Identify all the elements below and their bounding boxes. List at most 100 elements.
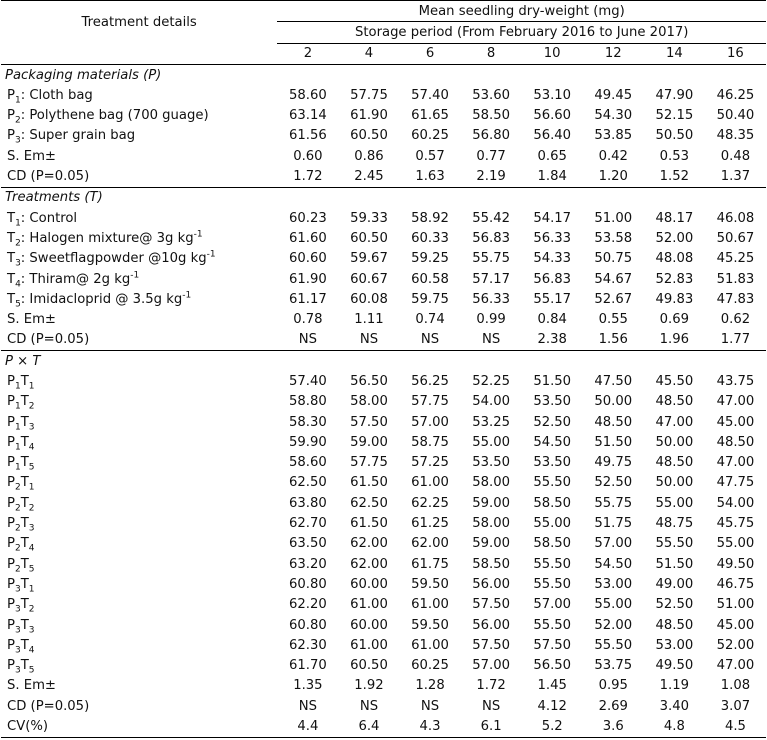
value-cell: 2.38 xyxy=(521,329,583,352)
value-cell: 54.17 xyxy=(533,210,572,226)
value-cell: 58.60 xyxy=(289,87,327,103)
value-cell: 57.40 xyxy=(289,373,327,389)
table-row: T4: Thiram@ 2g kg-1 61.90 60.67 60.58 57.17 5… xyxy=(1,269,766,289)
value-cell: NS xyxy=(420,698,440,714)
value-cell: 56.50 xyxy=(350,373,388,389)
value-cell: 61.70 xyxy=(289,658,327,674)
value-cell: 53.50 xyxy=(472,455,510,471)
treatment-details-header: Treatment details xyxy=(1,0,278,44)
value-cell: 45.50 xyxy=(655,373,694,389)
value-cell: 0.99 xyxy=(476,312,506,328)
value-cell: 52.83 xyxy=(655,271,694,287)
row-label: P1T4 xyxy=(1,432,277,452)
value-cell: 1.35 xyxy=(293,678,323,694)
label-p: P xyxy=(7,495,15,511)
label-p: P xyxy=(7,373,15,389)
value-cell: 49.50 xyxy=(655,658,694,674)
table-row: P1T4 59.90 59.00 58.75 55.00 54.50 51.50 50.00 4… xyxy=(1,432,766,452)
value-cell: 60.00 xyxy=(350,576,388,592)
value-cell: 61.00 xyxy=(411,597,449,613)
value-cell: 54.33 xyxy=(533,251,572,267)
label-sup: -1 xyxy=(130,270,140,281)
label-p-sub: 2 xyxy=(14,483,21,494)
row-label: P1T2 xyxy=(1,392,277,412)
value-cell: 60.50 xyxy=(350,128,388,144)
value-cell: 46.25 xyxy=(716,87,755,103)
label-t: T xyxy=(20,576,29,592)
value-cell: 57.50 xyxy=(533,637,572,653)
value-cell: 48.35 xyxy=(716,128,755,144)
label-text: : Cloth bag xyxy=(20,87,93,103)
value-cell: 62.50 xyxy=(350,495,388,511)
value-cell: 59.50 xyxy=(411,576,449,592)
value-cell: 54.50 xyxy=(533,434,572,450)
value-cell: 56.40 xyxy=(533,128,572,144)
value-cell: 2.45 xyxy=(338,166,400,188)
table-row: P1T1 57.40 56.50 56.25 52.25 51.50 47.50 45.50 4… xyxy=(1,371,766,391)
table-row: P2T4 63.50 62.00 62.00 59.00 58.50 57.00 55.50 5… xyxy=(1,534,766,554)
value-cell: 5.2 xyxy=(521,716,583,738)
value-cell: 50.00 xyxy=(594,394,633,410)
group-title: Mean seedling dry-weight (mg) xyxy=(277,0,766,23)
value-cell: 0.78 xyxy=(293,312,323,328)
value-cell: 1.72 xyxy=(277,166,339,188)
value-cell: NS xyxy=(338,329,400,352)
value-cell: 55.50 xyxy=(533,576,572,592)
value-cell: 0.69 xyxy=(659,312,690,328)
value-cell: 53.58 xyxy=(594,230,633,246)
value-cell: NS xyxy=(298,698,317,714)
value-cell: 3.6 xyxy=(582,716,644,738)
table-row: S. Em± 0.78 1.11 0.74 0.99 0.84 0.55 0.69 0.62 xyxy=(1,309,766,329)
value-cell: 50.40 xyxy=(716,108,755,124)
row-label: P3T2 xyxy=(1,595,277,615)
label-text: : Imidacloprid @ 3.5g kg xyxy=(20,291,183,307)
label-pre: T xyxy=(7,271,16,287)
section-row: P × T xyxy=(1,351,766,372)
value-cell: 1.96 xyxy=(643,329,705,352)
value-cell: 62.30 xyxy=(289,637,327,653)
value-cell: 59.00 xyxy=(472,536,510,552)
value-cell: 60.08 xyxy=(350,291,388,307)
row-label: CD (P=0.05) xyxy=(1,166,278,188)
value-cell: 52.00 xyxy=(655,230,694,246)
value-cell: 1.19 xyxy=(659,678,690,694)
label-t-sub: 5 xyxy=(28,462,35,473)
value-cell: 61.00 xyxy=(350,637,388,653)
row-label: T3: Sweetflagpowder @10g kg-1 xyxy=(1,249,277,269)
value-cell: 63.20 xyxy=(289,556,327,572)
empty-corner xyxy=(1,43,278,65)
label-p-sub: 3 xyxy=(14,625,21,636)
value-cell: 49.83 xyxy=(655,291,694,307)
value-cell: 1.77 xyxy=(704,329,766,352)
value-cell: 50.67 xyxy=(716,230,755,246)
value-cell: 61.50 xyxy=(350,475,388,491)
label-p-sub: 1 xyxy=(14,422,21,433)
value-cell: 54.30 xyxy=(594,108,633,124)
label-t: T xyxy=(20,495,29,511)
value-cell: 56.25 xyxy=(411,373,449,389)
value-cell: 58.00 xyxy=(472,475,510,491)
label-pre: T xyxy=(7,230,16,246)
value-cell: 54.67 xyxy=(594,271,633,287)
value-cell: 48.75 xyxy=(655,516,694,532)
period-header: 12 xyxy=(582,43,644,65)
label-text: : Thiram@ 2g kg xyxy=(20,271,131,287)
value-cell: 62.00 xyxy=(350,536,388,552)
value-cell: 48.50 xyxy=(655,617,694,633)
table-row: P2T3 62.70 61.50 61.25 58.00 55.00 51.75 48.75 4… xyxy=(1,513,766,533)
value-cell: 46.75 xyxy=(716,576,755,592)
table-row: P1T3 58.30 57.50 57.00 53.25 52.50 48.50 47.00 4… xyxy=(1,412,766,432)
label-text: : Halogen mixture@ 3g kg xyxy=(20,230,194,246)
value-cell: 59.50 xyxy=(411,617,449,633)
value-cell: 56.60 xyxy=(533,108,572,124)
value-cell: 45.75 xyxy=(716,516,755,532)
value-cell: 51.00 xyxy=(716,597,755,613)
label-p: P xyxy=(7,455,15,471)
value-cell: 47.00 xyxy=(716,455,755,471)
label-p-sub: 1 xyxy=(14,401,21,412)
label-p: P xyxy=(7,414,15,430)
label-p: P xyxy=(7,637,15,653)
stat-row: S. Em± 1.35 1.92 1.28 1.72 1.45 0.95 1.19 1.08 xyxy=(1,676,766,696)
label-t-sub: 3 xyxy=(28,523,35,534)
label-sub: 3 xyxy=(15,258,21,269)
